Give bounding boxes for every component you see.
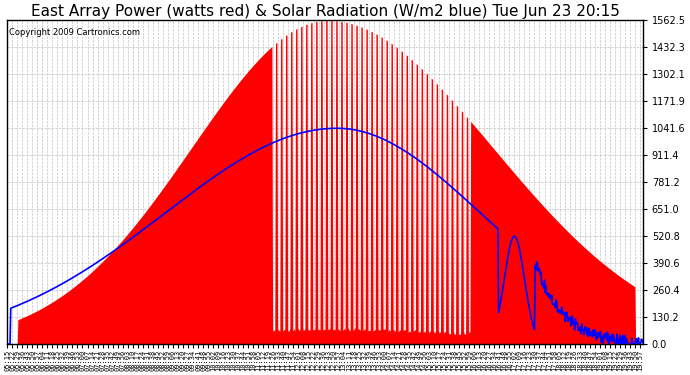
Title: East Array Power (watts red) & Solar Radiation (W/m2 blue) Tue Jun 23 20:15: East Array Power (watts red) & Solar Rad…: [30, 4, 620, 19]
Text: Copyright 2009 Cartronics.com: Copyright 2009 Cartronics.com: [9, 28, 140, 38]
